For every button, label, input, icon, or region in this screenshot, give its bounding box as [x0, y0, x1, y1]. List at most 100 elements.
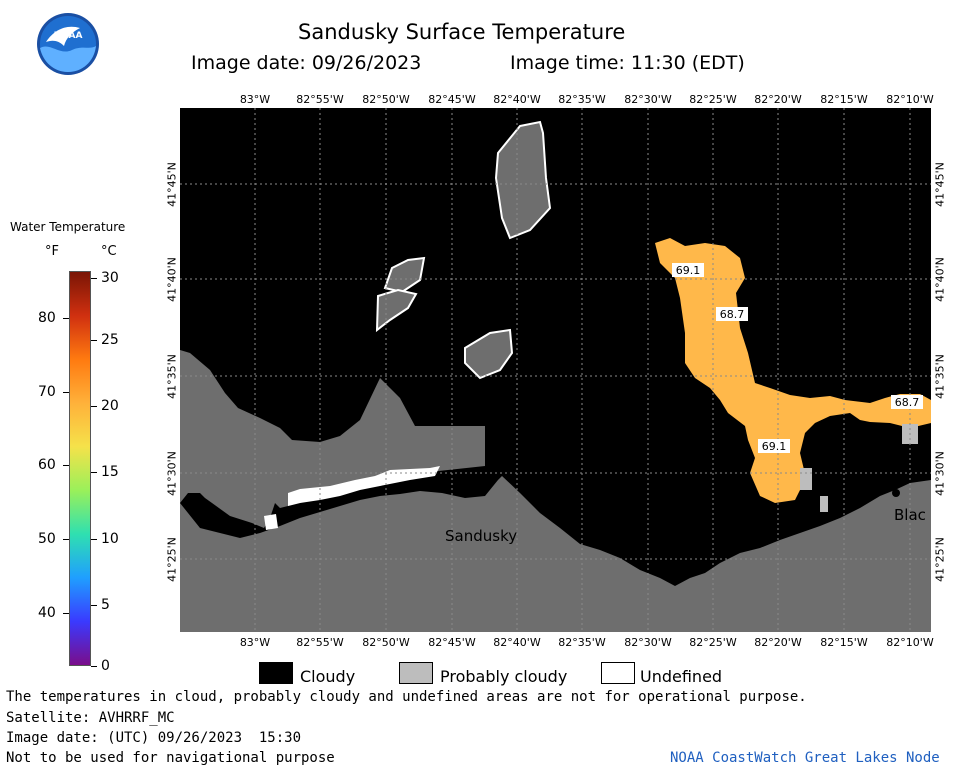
image-date: Image date: 09/26/2023 [191, 52, 422, 74]
longitude-label: 82°20'W [754, 636, 802, 649]
celsius-tick-label: 25 [101, 332, 119, 348]
logo-text: NOAA [54, 31, 83, 41]
island-small-2 [375, 288, 418, 333]
longitude-label: 82°25'W [689, 93, 737, 106]
celsius-tick-mark [91, 472, 97, 473]
temp-label-text: 68.7 [720, 308, 745, 321]
key-label-probably-cloudy: Probably cloudy [440, 667, 568, 686]
celsius-tick-label: 20 [101, 398, 119, 414]
celsius-tick-mark [91, 340, 97, 341]
fahrenheit-tick-mark [63, 539, 69, 540]
city-dot [892, 489, 900, 497]
latitude-label: 41°35'N [165, 354, 179, 399]
city-label-sandusky: Sandusky [445, 527, 517, 545]
fahrenheit-tick-label: 80 [38, 310, 56, 326]
key-swatch-probably-cloudy [399, 662, 433, 684]
key-label-undefined: Undefined [640, 667, 723, 686]
celsius-tick-label: 30 [101, 270, 119, 286]
temp-label: 69.1 [672, 263, 704, 277]
map-panel: 69.1 68.7 68.7 69.1 Sandusky Blac [180, 108, 931, 632]
latitude-label: 41°40'N [933, 257, 947, 302]
footer-disclaimer: The temperatures in cloud, probably clou… [6, 689, 807, 705]
probably-cloudy-area-2 [820, 496, 828, 512]
probably-cloudy-area [800, 468, 812, 490]
celsius-tick-mark [91, 278, 97, 279]
key-swatch-undefined [601, 662, 635, 684]
celsius-tick-mark [91, 406, 97, 407]
longitude-label: 82°45'W [428, 636, 476, 649]
longitude-label: 82°35'W [558, 636, 606, 649]
fahrenheit-tick-label: 50 [38, 531, 56, 547]
key-label-cloudy: Cloudy [300, 667, 356, 686]
longitude-label: 82°15'W [820, 93, 868, 106]
longitude-label: 82°25'W [689, 636, 737, 649]
temp-label-text: 68.7 [895, 396, 920, 409]
footer-utc-date: Image date: (UTC) 09/26/2023 15:30 [6, 730, 302, 746]
temp-label-text: 69.1 [676, 264, 701, 277]
longitude-label: 82°10'W [886, 636, 934, 649]
longitude-label: 82°20'W [754, 93, 802, 106]
key-swatch-cloudy [259, 662, 293, 684]
fahrenheit-tick-mark [63, 318, 69, 319]
celsius-tick-mark [91, 666, 97, 667]
island-small-1 [383, 256, 426, 294]
temp-label: 68.7 [716, 307, 748, 321]
latitude-label: 41°45'N [165, 162, 179, 207]
longitude-label: 82°15'W [820, 636, 868, 649]
temp-label: 68.7 [891, 395, 923, 409]
longitude-label: 82°30'W [624, 93, 672, 106]
fahrenheit-tick-mark [63, 613, 69, 614]
island-kelleys [464, 328, 514, 380]
noaa-logo-icon: NOAA [37, 13, 99, 75]
legend-unit-c: °C [101, 244, 117, 259]
celsius-tick-label: 5 [101, 597, 110, 613]
longitude-label: 82°50'W [362, 636, 410, 649]
warm-water-area [655, 238, 931, 503]
fahrenheit-tick-mark [63, 465, 69, 466]
longitude-label: 83°W [239, 636, 271, 649]
longitude-label: 83°W [239, 93, 271, 106]
fahrenheit-tick-label: 60 [38, 457, 56, 473]
page-title: Sandusky Surface Temperature [298, 20, 626, 44]
latitude-label: 41°40'N [165, 257, 179, 302]
image-time: Image time: 11:30 (EDT) [510, 52, 745, 74]
noaa-logo: NOAA [36, 12, 100, 76]
longitude-label: 82°10'W [886, 93, 934, 106]
longitude-label: 82°50'W [362, 93, 410, 106]
undefined-area-2 [264, 514, 278, 530]
latitude-label: 41°25'N [165, 537, 179, 582]
celsius-tick-label: 0 [101, 658, 110, 674]
latitude-label: 41°30'N [165, 451, 179, 496]
temp-label: 69.1 [758, 439, 790, 453]
color-bar [69, 271, 91, 666]
celsius-tick-label: 10 [101, 531, 119, 547]
longitude-label: 82°35'W [558, 93, 606, 106]
latitude-label: 41°35'N [933, 354, 947, 399]
legend-title: Water Temperature [10, 220, 126, 234]
island-pelee [494, 120, 552, 240]
footer-nav: Not to be used for navigational purpose [6, 750, 335, 766]
land-area-main [180, 476, 931, 632]
city-label-blac: Blac [894, 506, 926, 524]
latitude-label: 41°45'N [933, 162, 947, 207]
temp-label-text: 69.1 [762, 440, 787, 453]
map-svg: 69.1 68.7 68.7 69.1 Sandusky Blac [180, 108, 931, 632]
footer-satellite: Satellite: AVHRRF_MC [6, 710, 175, 726]
celsius-tick-label: 15 [101, 464, 119, 480]
longitude-label: 82°55'W [296, 636, 344, 649]
longitude-label: 82°55'W [296, 93, 344, 106]
latitude-label: 41°25'N [933, 537, 947, 582]
fahrenheit-tick-mark [63, 392, 69, 393]
celsius-tick-mark [91, 539, 97, 540]
graticule [180, 108, 931, 632]
legend-unit-f: °F [45, 244, 59, 259]
fahrenheit-tick-label: 70 [38, 384, 56, 400]
longitude-label: 82°40'W [493, 93, 541, 106]
longitude-label: 82°45'W [428, 93, 476, 106]
latitude-label: 41°30'N [933, 451, 947, 496]
celsius-tick-mark [91, 605, 97, 606]
longitude-label: 82°40'W [493, 636, 541, 649]
fahrenheit-tick-label: 40 [38, 605, 56, 621]
footer-credit: NOAA CoastWatch Great Lakes Node [670, 750, 940, 766]
land-area [180, 350, 485, 528]
